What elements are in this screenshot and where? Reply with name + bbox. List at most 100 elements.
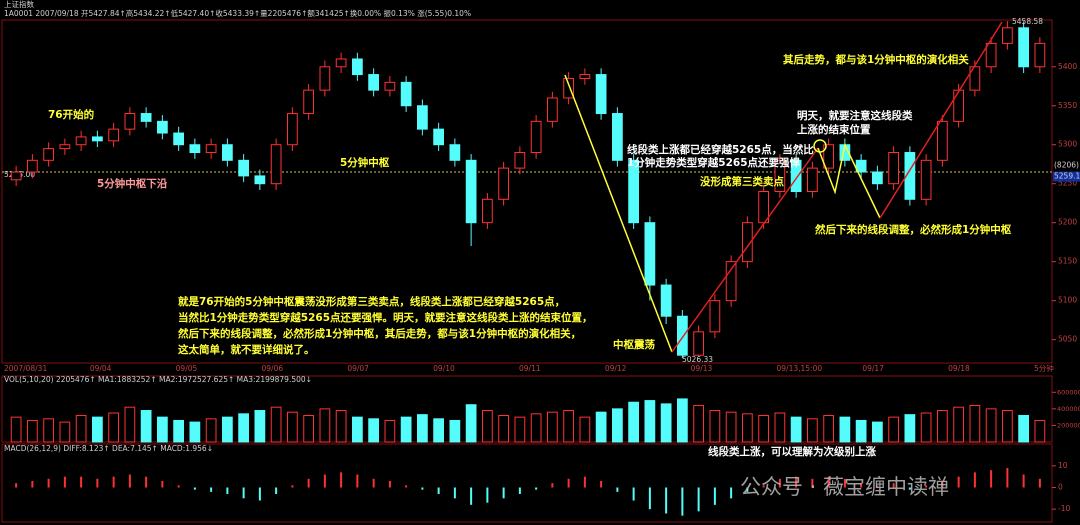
volume-tick-label: 200000 [1057, 421, 1080, 429]
volume-bar [449, 419, 461, 443]
volume-bar [465, 404, 477, 443]
segment-up [671, 147, 819, 353]
paragraph-line: 这太简单，就不要详细说了。 [178, 343, 315, 356]
x-axis-label: 09/13 [691, 364, 713, 373]
volume-bar [595, 411, 607, 443]
volume-tick-label: 400000 [1057, 405, 1080, 413]
volume-tick-label: 600000 [1057, 388, 1080, 396]
candle-body [547, 97, 558, 122]
volume-bar [319, 408, 331, 443]
candle-body [140, 113, 152, 122]
candle-body [124, 113, 136, 130]
candle-body [937, 120, 948, 161]
volume-bar [612, 408, 623, 443]
candle-body [953, 89, 964, 122]
volume-bar [985, 408, 997, 443]
candle-body [1002, 27, 1013, 44]
volume-bar [725, 411, 737, 443]
paragraph-line: 然后下来的线段调整，必然形成1分钟中枢，其后走势，都与该1分钟中枢的演化相关， [177, 327, 581, 340]
volume-bar [953, 406, 964, 443]
volume-bar [303, 414, 314, 443]
highlight-circle [813, 139, 827, 153]
candle-body [693, 331, 704, 356]
volume-bar [238, 413, 249, 443]
candle-body [872, 171, 883, 185]
candle-body [384, 81, 396, 91]
candle-body [790, 159, 802, 192]
volume-bar [173, 419, 184, 443]
volume-bar [758, 414, 769, 443]
volume-bar [742, 413, 753, 443]
volume-bar [157, 416, 168, 443]
volume-bar [823, 414, 834, 443]
candle-body [774, 159, 786, 192]
volume-bar [547, 411, 558, 443]
candle-body [27, 159, 38, 173]
volume-bar [254, 410, 266, 443]
candle-body [287, 113, 298, 146]
candle-body [1034, 42, 1046, 68]
candle-body [75, 136, 87, 146]
macd-panel [1, 443, 1053, 523]
volume-bar [335, 410, 347, 443]
paragraph-line: 当然比1分钟走势类型穿越5265点还要强悍。明天，就要注意这线段类上涨的结束位置… [178, 311, 593, 324]
volume-bar [872, 421, 883, 443]
annotation: 线段类上涨，可以理解为次级别上涨 [708, 445, 876, 458]
candle-body [709, 300, 721, 333]
volume-bar [482, 410, 493, 443]
candle-body [205, 144, 217, 154]
volume-bar [400, 416, 412, 443]
macd-tick-label: 10 [1058, 461, 1068, 470]
candle-body [612, 113, 623, 161]
candle-body [498, 167, 509, 200]
volume-bar [124, 406, 136, 443]
annotation: 中枢震荡 [613, 338, 655, 351]
index-title: 上证指数 [4, 0, 34, 9]
x-axis-label: 2007/08/31 [4, 364, 47, 373]
volume-bar [43, 418, 54, 443]
volume-bar [140, 410, 152, 443]
candle-body [530, 120, 542, 154]
candle-body [742, 222, 753, 263]
volume-bar [417, 414, 428, 443]
volume-bar [270, 406, 282, 443]
candle-body [758, 191, 769, 224]
y-tick-label: 5350 [1058, 101, 1077, 110]
quote-line: 1A0001 2007/09/18 开5427.84↑高5434.22↑低542… [4, 8, 471, 18]
volume-bar [888, 416, 899, 443]
candle-body [449, 144, 461, 161]
low-label: 5026.33 [682, 355, 713, 364]
candle-body [254, 175, 266, 185]
volume-bar [530, 413, 542, 443]
volume-bar [222, 416, 233, 443]
candle-body [888, 152, 899, 185]
candle-body [563, 77, 574, 99]
volume-bar [75, 414, 87, 443]
candle-body [417, 105, 428, 130]
segment-up-2 [879, 21, 1003, 219]
x-axis-label: 09/04 [90, 364, 112, 373]
right-marker-label: 5259.13 [1054, 172, 1080, 181]
volume-bar [709, 410, 721, 443]
volume-bar [10, 416, 22, 443]
volume-bar [920, 412, 932, 443]
volume-bar [1002, 410, 1013, 443]
x-axis-label: 09/13,15:00 [777, 364, 823, 373]
annotation: 5分钟中枢 [340, 156, 390, 169]
volume-bar [579, 416, 591, 443]
candle-body [400, 81, 412, 107]
candle-body [807, 167, 818, 192]
macd-header: MACD(26,12,9) DIFF:8.123↑ DEA:7.145↑ MAC… [4, 444, 213, 453]
annotation: 1分钟走势类型穿越5265点还要强悍 [627, 156, 801, 169]
volume-bar [644, 400, 656, 443]
candle-body [579, 74, 591, 79]
annotation: 没形成第三类卖点 [700, 175, 784, 188]
x-axis-label: 09/07 [347, 364, 369, 373]
candle-body [270, 144, 282, 185]
candle-body [595, 74, 607, 115]
annotation: 线段类上涨都已经穿越5265点，当然比 [627, 143, 814, 156]
annotation: 5分钟中枢下沿 [97, 177, 168, 190]
volume-bar [774, 412, 786, 443]
x-axis-label: 09/12 [605, 364, 627, 373]
volume-bar [839, 416, 851, 443]
